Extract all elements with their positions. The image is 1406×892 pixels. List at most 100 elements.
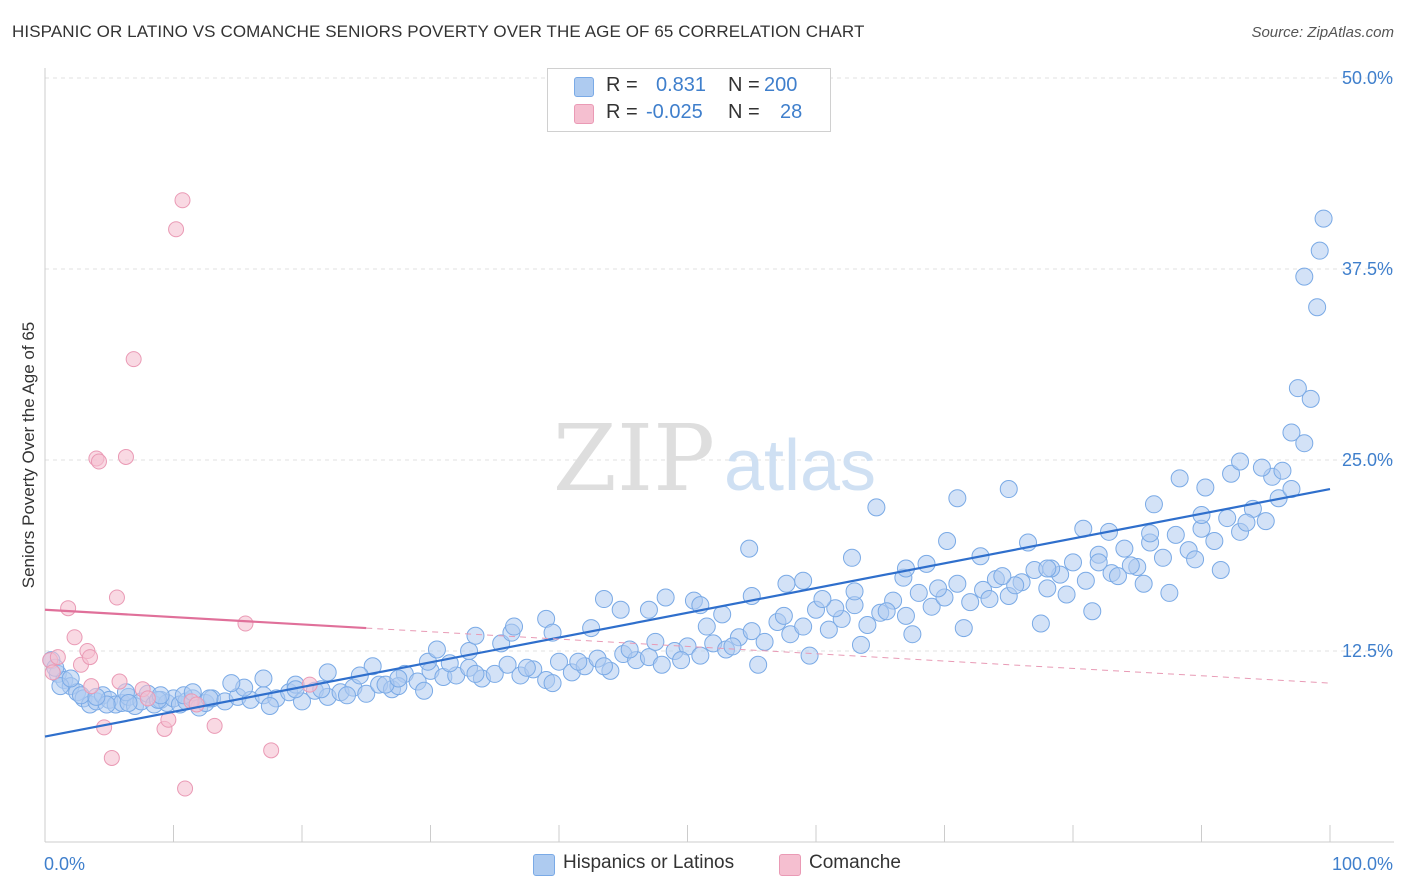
hispanic-point	[877, 602, 896, 621]
hispanic-point	[938, 531, 957, 550]
hispanic-point	[1310, 241, 1329, 260]
hispanic-point	[1205, 531, 1224, 550]
hispanic-point	[740, 539, 759, 558]
hispanic-point	[550, 652, 568, 671]
hispanic-point	[1314, 209, 1333, 228]
hispanic-point	[1222, 464, 1241, 483]
comanche-point	[108, 589, 125, 606]
comanche-legend-swatch	[779, 854, 801, 876]
hispanic-point	[749, 655, 768, 674]
hispanic-point	[543, 674, 562, 693]
comanche-trend-line	[44, 608, 367, 630]
stats-legend: R = 0.831 N = 200 R = -0.025 N = 28	[547, 68, 831, 132]
hispanic-point	[777, 574, 796, 593]
hispanic-point	[697, 617, 716, 636]
hispanic-point	[742, 622, 761, 641]
hispanic-point	[948, 574, 967, 593]
hispanic-point	[1301, 389, 1320, 408]
hispanic-point	[639, 600, 658, 619]
source-label: Source: ZipAtlas.com	[1251, 24, 1394, 41]
hispanic-point	[819, 620, 838, 639]
hispanic-legend-swatch	[533, 854, 555, 876]
hispanic-point	[948, 489, 967, 508]
hispanic-point	[646, 632, 665, 651]
hispanic-point	[260, 697, 279, 716]
hispanic-point	[119, 693, 138, 712]
hispanic-point	[357, 684, 376, 703]
hispanic-point	[1089, 553, 1108, 572]
hispanic-point	[594, 590, 613, 609]
hispanic-point	[652, 655, 671, 674]
hispanic-point	[794, 617, 813, 636]
comanche-point	[168, 221, 185, 238]
y-axis-label: Seniors Poverty Over the Age of 65	[19, 322, 38, 588]
hispanic-point	[813, 590, 832, 609]
hispanic-point	[582, 619, 601, 638]
hispanic-point	[656, 588, 675, 607]
hispanic-point	[917, 554, 936, 573]
comanche-point	[103, 749, 120, 766]
hispanic-point	[517, 658, 536, 677]
comanche-point	[117, 448, 134, 465]
hispanic-point	[620, 640, 639, 659]
stats-row-comanche: R = -0.025 N = 28	[548, 101, 830, 127]
hispanic-point	[922, 597, 941, 616]
n-value: 28	[780, 101, 803, 123]
comanche-point	[66, 629, 83, 646]
comanche-point	[206, 717, 223, 734]
comanche-point	[125, 351, 142, 368]
hispanic-point	[1256, 512, 1275, 531]
hispanic-point	[1170, 469, 1189, 488]
hispanic-point	[1282, 423, 1301, 442]
hispanic-point	[1237, 513, 1256, 532]
hispanic-point	[1006, 576, 1025, 595]
hispanic-point	[774, 606, 793, 625]
comanche-point	[60, 600, 77, 617]
hispanic-point	[466, 626, 485, 645]
hispanic-point	[691, 646, 710, 665]
hispanic-point	[867, 498, 886, 517]
watermark: ZIP atlas	[553, 405, 876, 512]
hispanic-point	[800, 646, 819, 665]
hispanic-point	[826, 599, 845, 618]
hispanic-point	[1038, 559, 1057, 578]
hispanic-point	[1211, 561, 1230, 580]
hispanic-point	[858, 616, 877, 635]
hispanic-point	[909, 583, 928, 602]
hispanic-point	[594, 657, 613, 676]
hispanic-point	[1160, 583, 1179, 602]
hispanic-point	[485, 664, 504, 683]
hispanic-point	[896, 606, 915, 625]
comanche-point	[83, 678, 100, 695]
hispanic-point	[1252, 458, 1271, 477]
hispanic-point	[1153, 548, 1172, 567]
comanche-point	[111, 673, 128, 690]
hispanic-point	[415, 681, 434, 700]
r-value: 0.831	[656, 74, 707, 96]
axes	[44, 68, 1394, 843]
comanche-point	[139, 690, 156, 707]
y-tick-label: 12.5%	[1342, 641, 1393, 661]
hispanic-point	[929, 579, 948, 598]
hispanic-point	[851, 635, 870, 654]
hispanic-point	[1108, 567, 1127, 586]
hispanic-point	[1295, 434, 1314, 453]
comanche-point	[174, 192, 191, 209]
hispanic-point	[1064, 553, 1082, 572]
comanche-trend-extension	[366, 627, 1331, 684]
hispanic-point	[794, 571, 813, 590]
hispanic-point	[842, 548, 861, 567]
stats-row-hispanic: R = 0.831 N = 200	[548, 74, 830, 100]
comanche-point	[96, 719, 113, 736]
hispanic-point	[1273, 461, 1292, 480]
hispanic-point	[980, 590, 999, 609]
y-tick-label: 25.0%	[1342, 450, 1393, 470]
hispanic-trend-line	[44, 487, 1331, 738]
legend-label: Hispanics or Latinos	[563, 852, 735, 873]
hispanic-point	[1121, 556, 1140, 575]
x-tick-label: 100.0%	[1332, 854, 1393, 874]
hispanic-point	[61, 669, 80, 688]
trend-lines	[44, 487, 1331, 738]
comanche-swatch	[574, 104, 594, 124]
